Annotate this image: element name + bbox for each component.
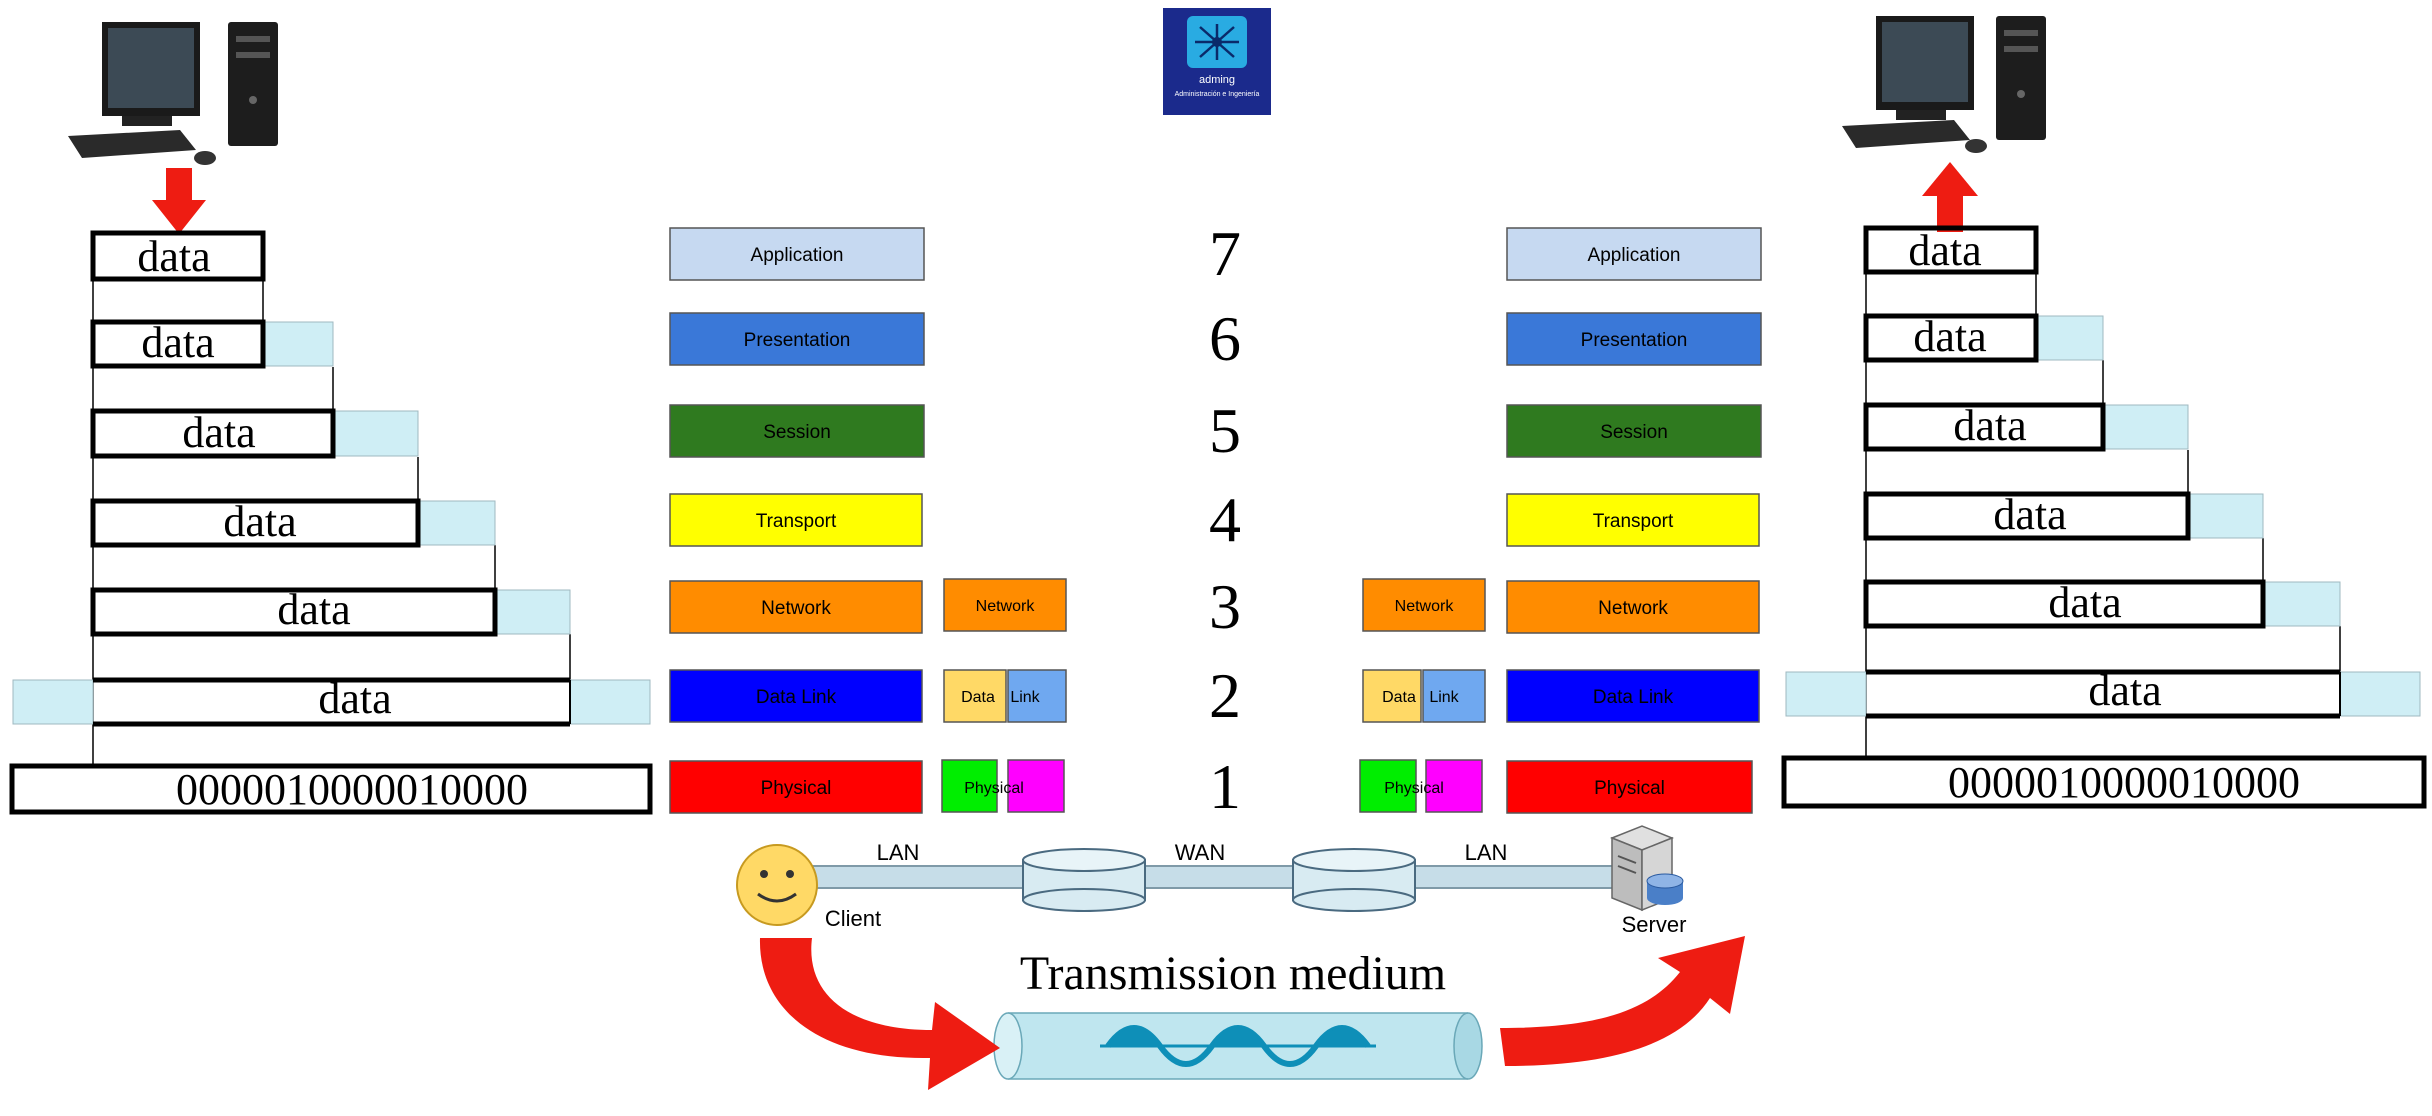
layer-bar-data-link <box>669 669 923 723</box>
data-label: data <box>318 674 391 723</box>
transmission-medium-title: Transmission medium <box>1020 947 1446 1000</box>
layer-bar-application <box>669 227 925 281</box>
cable-tube <box>993 1012 1483 1080</box>
receiver-computer <box>1842 16 2046 153</box>
lan-left-label: LAN <box>877 840 920 865</box>
router-network-label: Network <box>1395 598 1455 615</box>
layer-number: 5 <box>1209 395 1241 466</box>
layer-label: Physical <box>761 778 832 799</box>
layer-number: 7 <box>1209 218 1241 289</box>
layer-bar-network <box>1506 580 1760 634</box>
osi-stack-left: Application Presentation Session Transport N… <box>669 227 925 814</box>
bits-label: 0000010000010000 <box>176 765 528 814</box>
bits-box-right <box>1781 755 2427 809</box>
wan-router-left <box>1022 848 1146 912</box>
layer-label: Data Link <box>756 687 837 708</box>
layer-label: Presentation <box>1581 330 1688 351</box>
bits-label: 0000010000010000 <box>1948 758 2300 807</box>
client-label: Client <box>825 906 881 931</box>
layer-bar-physical <box>1506 760 1753 814</box>
layer-label: Application <box>1588 245 1681 266</box>
sender-computer <box>68 22 278 165</box>
data-box-l7 <box>90 230 266 282</box>
curved-arrow-left <box>759 938 1000 1090</box>
layer-label: Session <box>1600 422 1668 443</box>
data-box-r7 <box>1863 225 2039 275</box>
layer-label: Physical <box>1594 778 1665 799</box>
encapsulation-right: data data data data data data 0000010000… <box>1781 225 2427 809</box>
data-label: data <box>141 318 214 367</box>
layer-number-column: 7 6 5 4 3 2 1 <box>1209 218 1241 822</box>
data-label: data <box>223 497 296 546</box>
layer-bar-physical <box>669 760 923 814</box>
layer-label: Transport <box>756 511 837 532</box>
layer-bar-presentation <box>1506 312 1762 366</box>
layer-label: Transport <box>1593 511 1674 532</box>
layer-label: Application <box>751 245 844 266</box>
data-label: data <box>137 232 210 281</box>
layer-number: 6 <box>1209 303 1241 374</box>
layer-bar-presentation <box>669 312 925 366</box>
sender-down-arrow <box>152 168 206 234</box>
layer-number: 3 <box>1209 571 1241 642</box>
data-box-l3 <box>90 587 498 637</box>
data-box-l5 <box>90 408 336 459</box>
layer-label: Session <box>763 422 831 443</box>
wan-label: WAN <box>1175 840 1226 865</box>
logo-tagline: Administración e Ingeniería <box>1175 91 1260 98</box>
layer-label: Data Link <box>1593 687 1674 708</box>
router-left-stack: Network Data Link Physical <box>941 578 1067 813</box>
data-box-l4 <box>90 498 421 548</box>
encapsulation-left: data data data data data data 0000010000… <box>9 230 653 815</box>
layer-bar-session <box>669 404 925 458</box>
data-label: data <box>2048 578 2121 627</box>
layer-bar-network <box>669 580 923 634</box>
layer-number: 2 <box>1209 660 1241 731</box>
osi-stack-right: Application Presentation Session Transport N… <box>1506 227 1762 814</box>
curved-arrow-right <box>1500 936 1745 1066</box>
transmission-medium: Transmission medium <box>759 936 1745 1090</box>
layer-number: 4 <box>1209 484 1241 555</box>
bits-box-left <box>9 763 653 815</box>
data-box-r5 <box>1863 402 2106 452</box>
router-network-label: Network <box>976 598 1036 615</box>
layer-label: Network <box>761 598 831 619</box>
receiver-up-arrow <box>1922 162 1978 232</box>
layer-bar-data-link <box>1506 669 1760 723</box>
data-label: data <box>277 585 350 634</box>
data-label: data <box>1993 490 2066 539</box>
layer-bar-transport <box>1506 493 1760 547</box>
layer-number: 1 <box>1209 751 1241 822</box>
data-label: data <box>182 408 255 457</box>
router-right-stack: Network Data Link Physical <box>1359 578 1486 813</box>
router-physical-label: Physical <box>1384 780 1444 797</box>
data-label: data <box>1913 312 1986 361</box>
network-topology: LAN WAN LAN Client Server <box>736 825 1687 937</box>
data-box-r3 <box>1863 579 2266 629</box>
wan-router-right <box>1292 848 1416 912</box>
data-box-r4 <box>1863 491 2191 541</box>
router-data-label: Data <box>961 689 995 706</box>
layer-bar-transport <box>669 493 923 547</box>
layer-label: Network <box>1598 598 1668 619</box>
router-data-label: Data <box>1382 689 1416 706</box>
server-icon <box>1609 825 1684 912</box>
data-box-l6 <box>90 319 266 369</box>
company-logo: adming Administración e Ingeniería <box>1163 8 1271 115</box>
data-label: data <box>1908 226 1981 275</box>
lan-right-label: LAN <box>1465 840 1508 865</box>
data-label: data <box>2088 666 2161 715</box>
router-link-label: Link <box>1010 689 1040 706</box>
layer-bar-application <box>1506 227 1762 281</box>
data-label: data <box>1953 401 2026 450</box>
client-smiley-icon <box>736 844 818 926</box>
data-box-r6 <box>1863 313 2039 363</box>
server-label: Server <box>1622 912 1687 937</box>
router-physical-label: Physical <box>964 780 1024 797</box>
router-link-label: Link <box>1429 689 1459 706</box>
layer-bar-session <box>1506 404 1762 458</box>
layer-label: Presentation <box>744 330 851 351</box>
logo-brand: adming <box>1199 74 1235 86</box>
